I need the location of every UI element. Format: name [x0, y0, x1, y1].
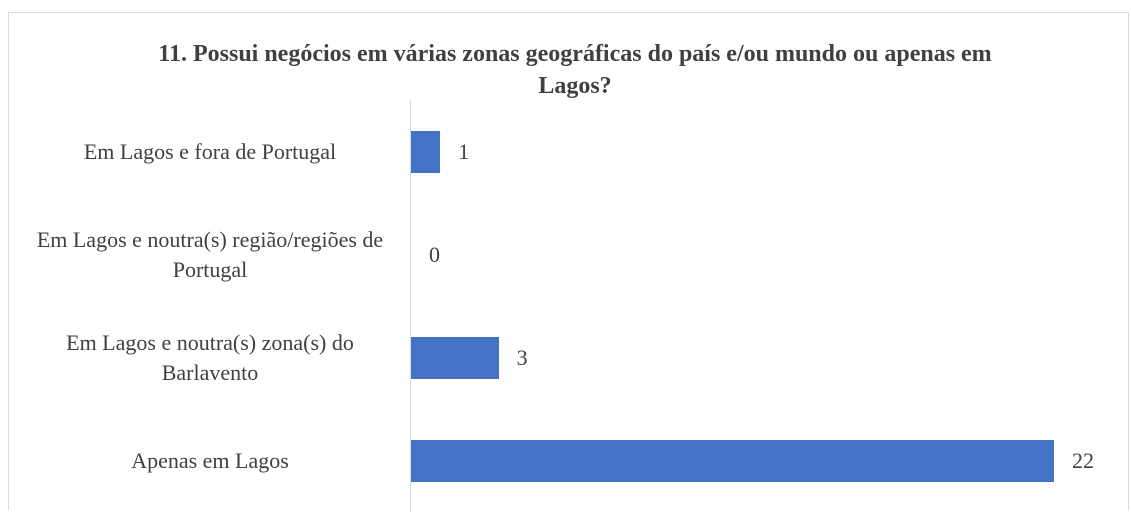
category-label: Apenas em Lagos	[131, 447, 289, 473]
category-axis	[410, 100, 411, 512]
data-label: 3	[516, 344, 528, 370]
bar	[411, 336, 499, 379]
data-label: 22	[1072, 447, 1094, 473]
bar	[411, 439, 1054, 482]
category-label: Em Lagos e noutra(s) região/regiões de P…	[36, 226, 384, 282]
category-label: Em Lagos e fora de Portugal	[83, 138, 337, 164]
chart-title: 11. Possui negócios em várias zonas geog…	[158, 41, 992, 99]
data-label: 0	[429, 241, 440, 267]
category-label: Em Lagos e noutra(s) zona(s) do Barlaven…	[66, 329, 354, 385]
data-label: 1	[458, 138, 470, 164]
bar	[411, 130, 441, 173]
chart-frame	[8, 12, 1129, 510]
